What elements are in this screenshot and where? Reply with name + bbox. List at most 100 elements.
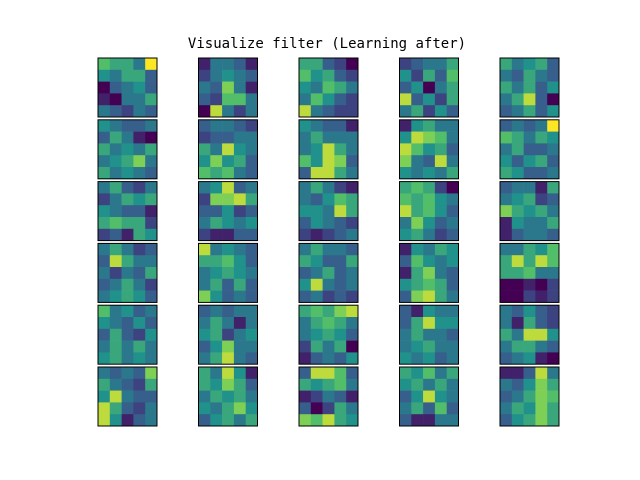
heatmap-cell bbox=[547, 352, 560, 365]
heatmap-cell bbox=[346, 243, 359, 256]
heatmap-cell bbox=[547, 228, 560, 241]
heatmap-cell bbox=[310, 131, 323, 144]
heatmap-cell bbox=[245, 205, 258, 218]
heatmap-cell bbox=[423, 105, 436, 118]
filter-panel bbox=[97, 304, 158, 365]
heatmap-cell bbox=[233, 69, 246, 82]
heatmap-cell bbox=[299, 167, 312, 180]
heatmap-cell bbox=[322, 105, 335, 118]
heatmap-cell bbox=[434, 305, 447, 318]
heatmap-cell bbox=[434, 243, 447, 256]
heatmap-cell bbox=[322, 143, 335, 156]
heatmap-cell bbox=[446, 81, 459, 94]
heatmap-cell bbox=[121, 131, 134, 144]
heatmap-cell bbox=[334, 402, 347, 415]
heatmap-cell bbox=[210, 143, 223, 156]
heatmap-cell bbox=[233, 93, 246, 106]
heatmap-cell bbox=[547, 267, 560, 280]
heatmap-cell bbox=[222, 228, 235, 241]
heatmap-cell bbox=[310, 167, 323, 180]
heatmap-cell bbox=[98, 93, 111, 106]
heatmap-cell bbox=[523, 228, 536, 241]
heatmap-cell bbox=[434, 317, 447, 330]
heatmap-cell bbox=[233, 181, 246, 194]
heatmap-cell bbox=[523, 255, 536, 268]
heatmap-cell bbox=[334, 167, 347, 180]
heatmap-cell bbox=[346, 155, 359, 168]
heatmap-cell bbox=[145, 105, 158, 118]
heatmap-cell bbox=[210, 290, 223, 303]
heatmap-cell bbox=[133, 205, 146, 218]
filter-panel bbox=[499, 57, 560, 118]
heatmap-cell bbox=[511, 367, 524, 380]
heatmap-cell bbox=[222, 81, 235, 94]
heatmap-cell bbox=[500, 267, 513, 280]
heatmap-cell bbox=[233, 317, 246, 330]
heatmap-cell bbox=[535, 143, 548, 156]
heatmap-cell bbox=[233, 143, 246, 156]
heatmap-cell bbox=[399, 367, 412, 380]
heatmap-cell bbox=[98, 352, 111, 365]
heatmap-cell bbox=[210, 69, 223, 82]
filter-panel bbox=[298, 181, 359, 242]
heatmap-cell bbox=[535, 155, 548, 168]
heatmap-cell bbox=[446, 58, 459, 71]
heatmap-cell bbox=[500, 131, 513, 144]
heatmap-cell bbox=[523, 143, 536, 156]
heatmap-cell bbox=[222, 193, 235, 206]
heatmap-cell bbox=[523, 328, 536, 341]
heatmap-cell bbox=[423, 119, 436, 132]
heatmap-cell bbox=[423, 340, 436, 353]
heatmap-cell bbox=[411, 143, 424, 156]
heatmap-cell bbox=[145, 305, 158, 318]
heatmap-cell bbox=[121, 217, 134, 230]
heatmap-cell bbox=[535, 340, 548, 353]
heatmap-cell bbox=[446, 143, 459, 156]
heatmap-cell bbox=[423, 205, 436, 218]
heatmap-cell bbox=[98, 255, 111, 268]
heatmap-cell bbox=[322, 378, 335, 391]
heatmap-cell bbox=[310, 378, 323, 391]
heatmap-cell bbox=[109, 217, 122, 230]
heatmap-cell bbox=[535, 367, 548, 380]
heatmap-cell bbox=[411, 181, 424, 194]
heatmap-cell bbox=[547, 367, 560, 380]
heatmap-cell bbox=[245, 367, 258, 380]
heatmap-cell bbox=[500, 205, 513, 218]
heatmap-cell bbox=[399, 193, 412, 206]
heatmap-cell bbox=[133, 155, 146, 168]
heatmap-cell bbox=[121, 367, 134, 380]
heatmap-cell bbox=[523, 367, 536, 380]
heatmap-cell bbox=[399, 414, 412, 427]
heatmap-cell bbox=[245, 193, 258, 206]
heatmap-cell bbox=[446, 205, 459, 218]
heatmap-cell bbox=[299, 305, 312, 318]
heatmap-cell bbox=[446, 217, 459, 230]
heatmap-cell bbox=[210, 243, 223, 256]
heatmap-cell bbox=[233, 131, 246, 144]
heatmap-cell bbox=[511, 131, 524, 144]
heatmap-cell bbox=[434, 105, 447, 118]
heatmap-cell bbox=[109, 278, 122, 291]
heatmap-cell bbox=[535, 290, 548, 303]
heatmap-cell bbox=[334, 328, 347, 341]
heatmap-cell bbox=[145, 267, 158, 280]
heatmap-cell bbox=[109, 290, 122, 303]
heatmap-cell bbox=[346, 255, 359, 268]
heatmap-cell bbox=[210, 119, 223, 132]
heatmap-cell bbox=[322, 402, 335, 415]
heatmap-cell bbox=[523, 414, 536, 427]
heatmap-cell bbox=[423, 58, 436, 71]
heatmap-cell bbox=[98, 414, 111, 427]
heatmap-cell bbox=[547, 119, 560, 132]
heatmap-cell bbox=[535, 305, 548, 318]
panel-frame bbox=[298, 57, 359, 118]
heatmap-cell bbox=[233, 340, 246, 353]
heatmap-cell bbox=[198, 131, 211, 144]
heatmap-cell bbox=[121, 81, 134, 94]
heatmap-cell bbox=[446, 414, 459, 427]
heatmap-cell bbox=[299, 317, 312, 330]
heatmap-cell bbox=[547, 328, 560, 341]
heatmap-cell bbox=[399, 352, 412, 365]
heatmap-cell bbox=[299, 58, 312, 71]
